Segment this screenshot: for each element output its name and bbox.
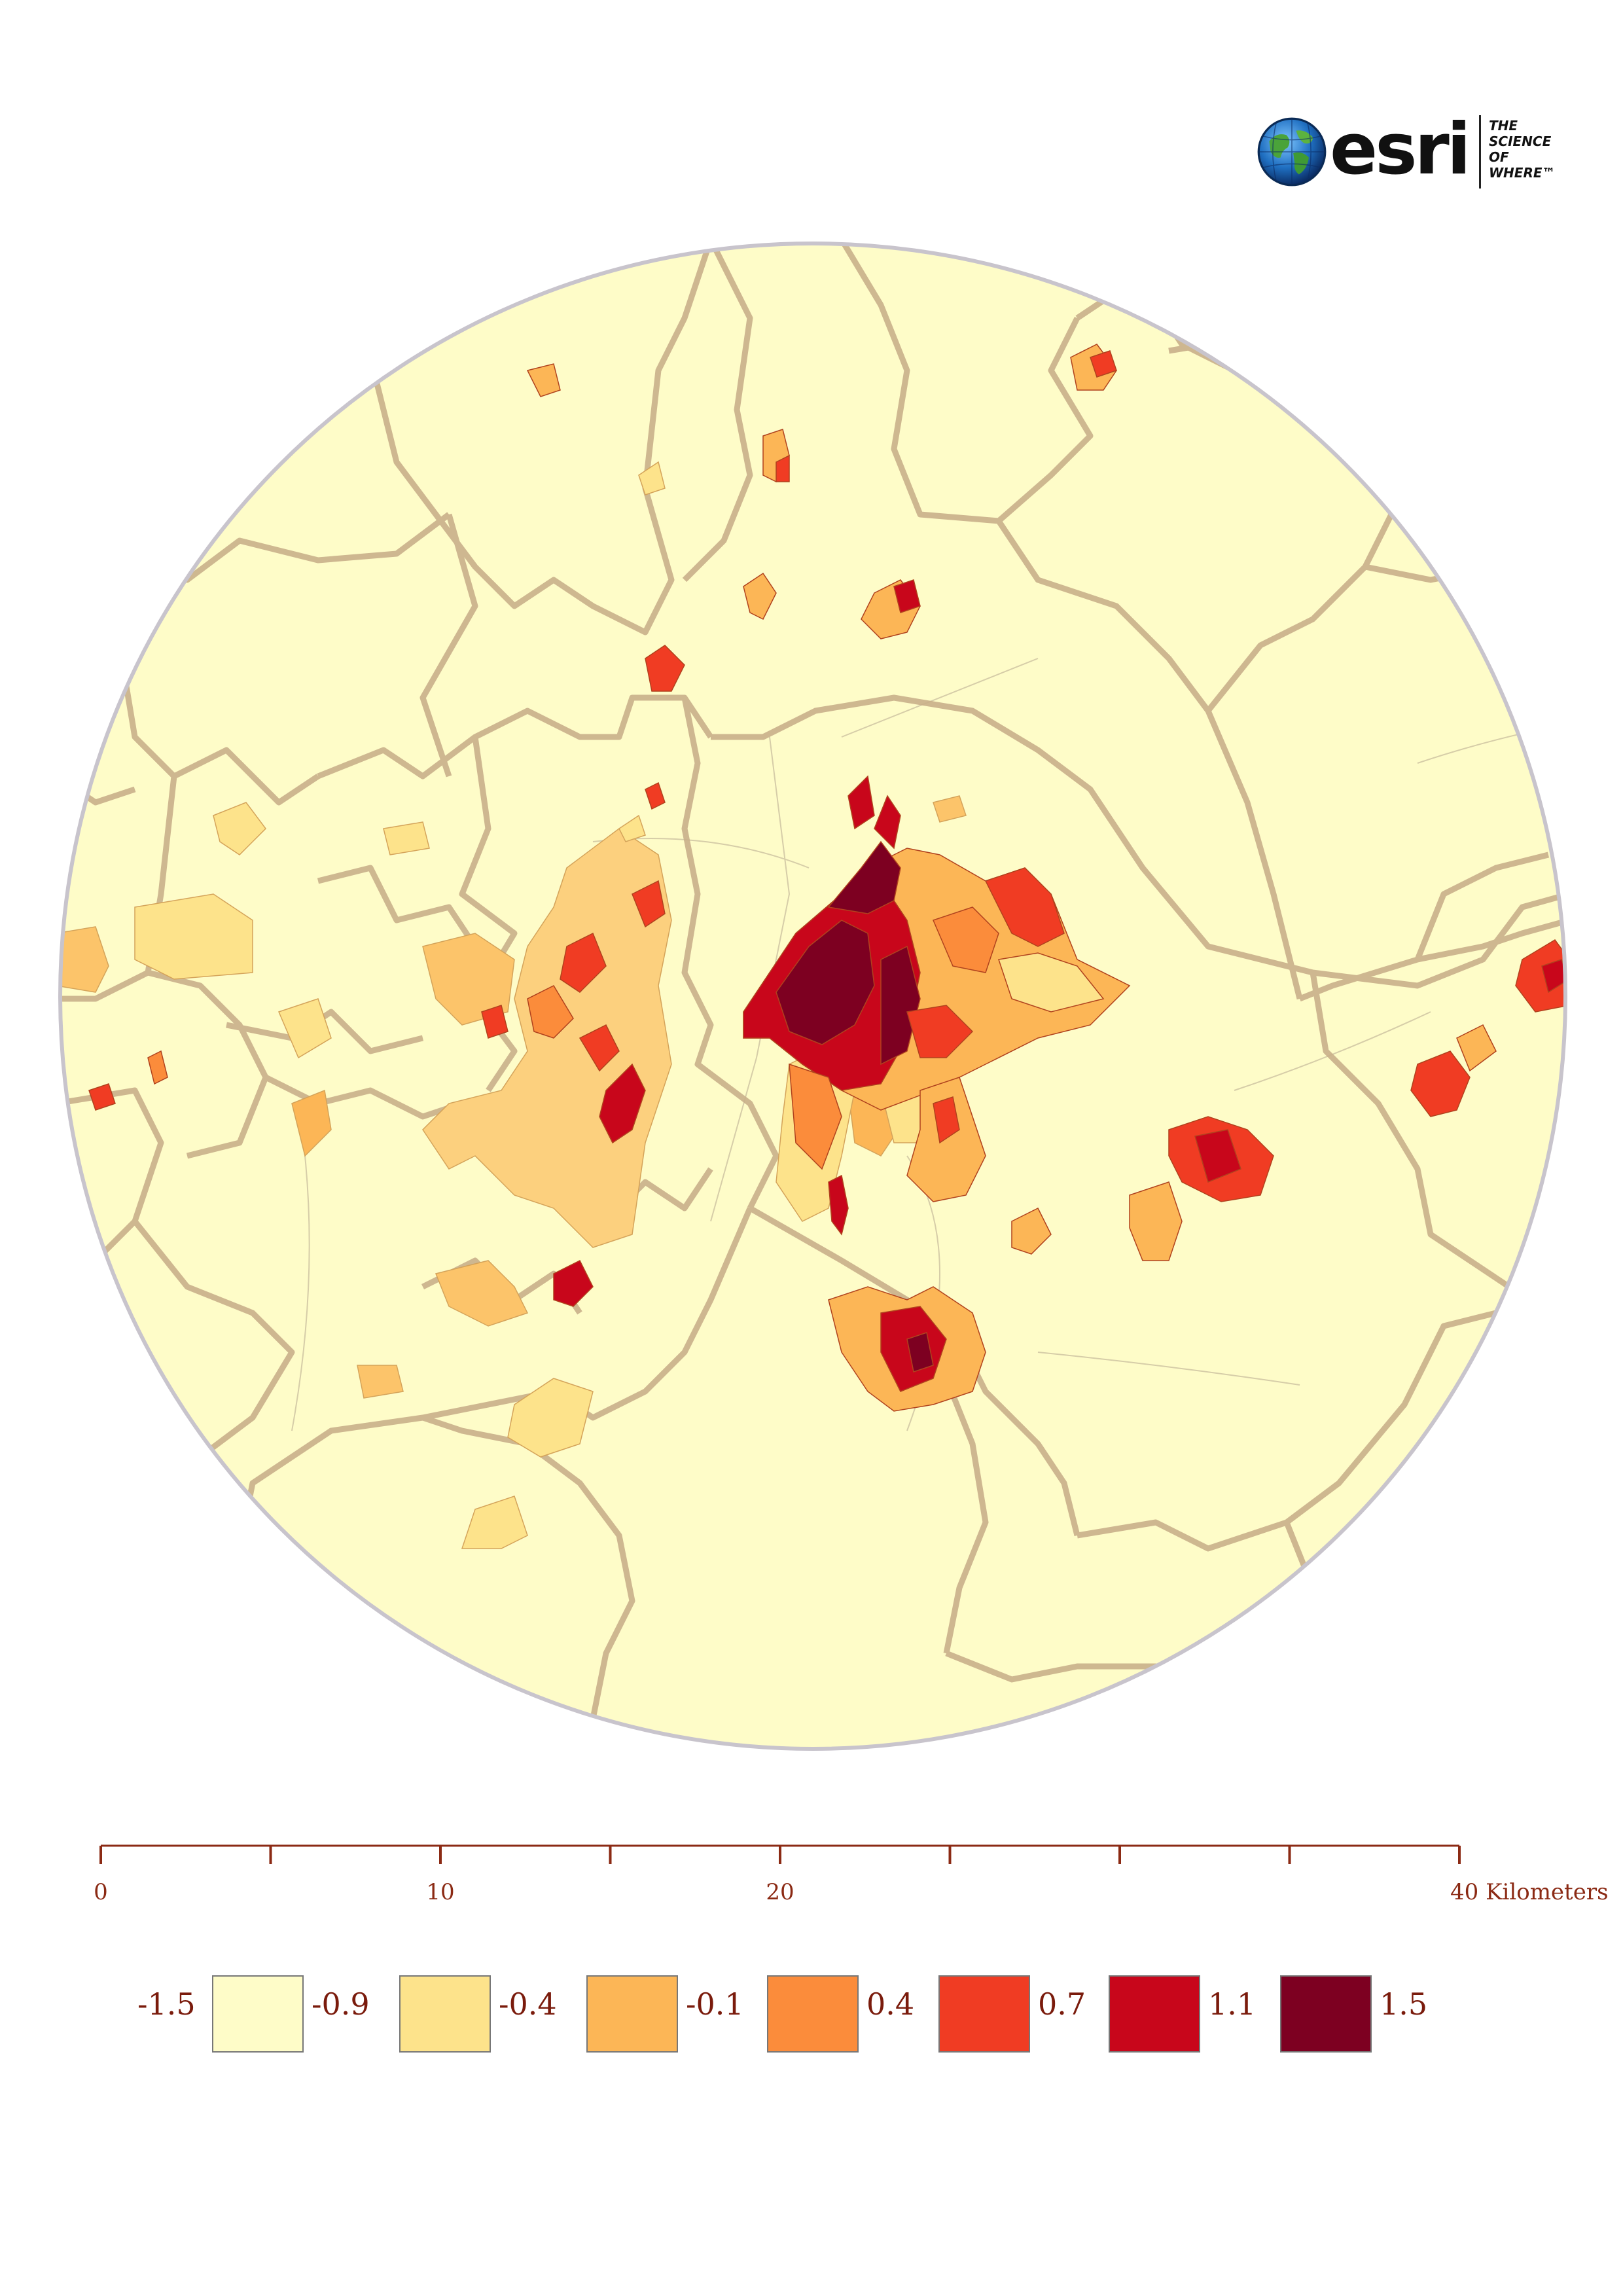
tagline-line: OF <box>1489 149 1509 165</box>
legend-swatch <box>938 1975 1030 2053</box>
scale-tick-label: 10 <box>426 1879 454 1905</box>
choropleth-map[interactable] <box>56 240 1569 1753</box>
districts-central <box>743 775 1131 1236</box>
legend: -1.5 -0.9 -0.4 -0.1 0.4 0.7 1.1 1.5 <box>131 1964 1505 2055</box>
scale-tick-label: 0 <box>94 1879 108 1905</box>
logo-tagline: THE SCIENCE OF WHERE™ <box>1489 118 1574 181</box>
legend-swatch <box>767 1975 859 2053</box>
tagline-line: THE <box>1489 118 1518 134</box>
globe-icon <box>1257 117 1327 187</box>
legend-swatch <box>399 1975 491 2053</box>
map-outline <box>58 242 1567 1751</box>
legend-break-label: -1.5 <box>137 1986 196 2022</box>
legend-swatch <box>212 1975 304 2053</box>
esri-logo: esri THE SCIENCE OF WHERE™ <box>1257 109 1574 196</box>
districts-outlying <box>88 344 1565 1412</box>
legend-break-label: 0.4 <box>866 1986 915 2022</box>
scale-ticks: 0 10 20 40 Kilometers <box>94 1846 1609 1905</box>
legend-break-label: 1.1 <box>1208 1986 1257 2022</box>
tagline-line: WHERE™ <box>1489 165 1556 181</box>
legend-break-label: 0.7 <box>1038 1986 1086 2022</box>
esri-wordmark: esri <box>1330 109 1471 190</box>
districts-west-cluster <box>481 880 666 1144</box>
legend-break-label: 1.5 <box>1380 1986 1428 2022</box>
legend-swatch <box>1109 1975 1200 2053</box>
legend-swatch <box>586 1975 678 2053</box>
legend-break-label: -0.4 <box>499 1986 557 2022</box>
legend-break-label: -0.1 <box>686 1986 744 2022</box>
legend-break-label: -0.9 <box>312 1986 370 2022</box>
scale-tick-label: 40 Kilometers <box>1450 1879 1609 1905</box>
tagline-line: SCIENCE <box>1489 134 1552 149</box>
legend-swatch <box>1280 1975 1372 2053</box>
scale-bar: 0 10 20 40 Kilometers <box>94 1844 1609 1905</box>
logo-divider <box>1479 115 1481 188</box>
scale-tick-label: 20 <box>766 1879 794 1905</box>
